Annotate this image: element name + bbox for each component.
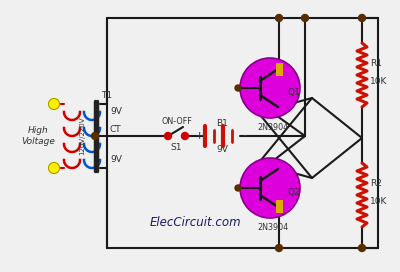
Circle shape (235, 185, 241, 191)
Text: ON-OFF: ON-OFF (161, 118, 192, 126)
Circle shape (48, 98, 60, 110)
Circle shape (92, 132, 98, 140)
Text: R1: R1 (370, 58, 382, 67)
Text: 9V: 9V (110, 156, 122, 165)
Circle shape (240, 158, 300, 218)
Text: CT: CT (110, 125, 122, 134)
Text: -: - (243, 129, 247, 143)
Text: ElecCircuit.com: ElecCircuit.com (149, 215, 241, 228)
Text: S1: S1 (171, 143, 182, 152)
Circle shape (276, 14, 282, 21)
Text: +: + (194, 131, 204, 141)
Text: 10K: 10K (370, 76, 387, 85)
Text: 9V: 9V (110, 107, 122, 116)
Text: 2N3904: 2N3904 (258, 122, 288, 131)
Text: T1: T1 (101, 91, 112, 100)
Circle shape (164, 132, 172, 140)
Bar (276, 63, 283, 76)
Text: 9V: 9V (216, 144, 228, 153)
Text: Q2: Q2 (288, 188, 301, 197)
Circle shape (276, 245, 282, 252)
Circle shape (48, 162, 60, 174)
Text: R2: R2 (370, 178, 382, 187)
Text: 10K: 10K (370, 196, 387, 206)
Circle shape (302, 14, 308, 21)
Text: Q1: Q1 (288, 88, 301, 97)
Circle shape (240, 58, 300, 118)
Circle shape (358, 14, 366, 21)
Text: B1: B1 (216, 119, 228, 128)
Bar (276, 200, 283, 213)
Text: 2N3904: 2N3904 (258, 222, 288, 231)
Text: High
Voltage: High Voltage (21, 126, 55, 146)
Text: 120V/220V: 120V/220V (79, 117, 85, 155)
Circle shape (182, 132, 188, 140)
Circle shape (235, 85, 241, 91)
Circle shape (358, 245, 366, 252)
